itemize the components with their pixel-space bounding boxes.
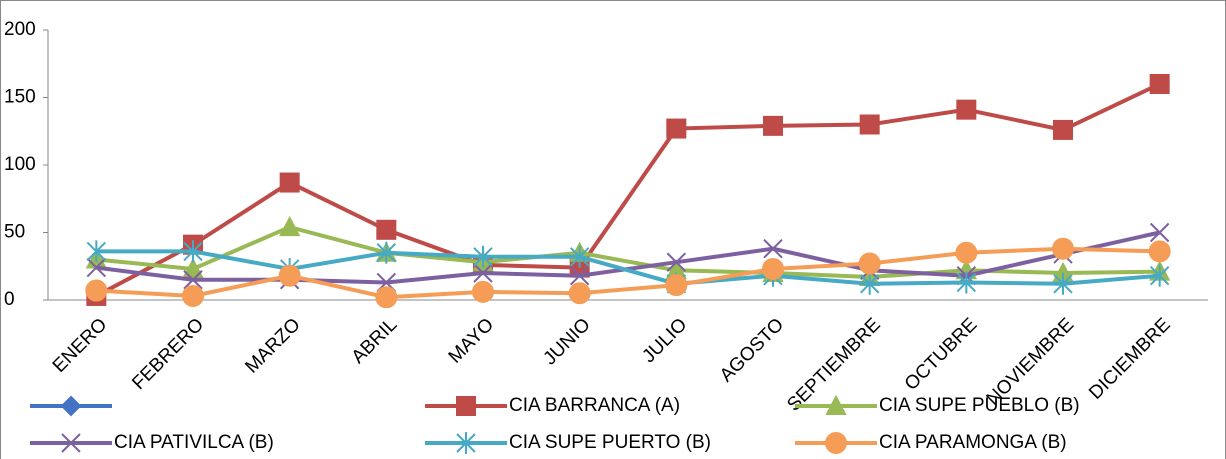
marker (279, 215, 301, 237)
legend-label: CIA BARRANCA (A) (509, 395, 680, 416)
marker (825, 394, 847, 415)
marker (763, 115, 783, 136)
y-tick-label: 0 (4, 289, 15, 310)
marker (569, 265, 590, 286)
marker (956, 99, 977, 120)
marker (666, 118, 687, 139)
series-line (95, 82, 1161, 298)
marker (955, 241, 978, 264)
legend-label: CIA SUPE PUERTO (B) (509, 432, 711, 453)
marker (183, 270, 203, 290)
x-tick-label: AGOSTO (716, 314, 788, 386)
x-tick-label: ABRIL (348, 314, 402, 368)
marker (456, 396, 476, 416)
marker (1148, 240, 1171, 263)
legend-item (30, 395, 112, 417)
marker (858, 252, 881, 275)
marker (86, 240, 107, 263)
x-tick-label: MARZO (241, 314, 304, 377)
marker (86, 257, 107, 278)
x-tick-label: ENERO (49, 314, 112, 377)
marker (183, 240, 203, 263)
marker (666, 252, 687, 272)
marker (375, 286, 398, 309)
y-tick-label: 200 (4, 19, 36, 40)
x-tick-label: JULIO (638, 314, 691, 367)
marker (473, 263, 493, 283)
x-tick-label: FEBRERO (128, 314, 208, 394)
marker (569, 245, 590, 268)
x-tick-label: DICIEMBRE (1085, 314, 1175, 404)
y-tick-label: 150 (4, 87, 36, 108)
marker (1052, 237, 1074, 260)
series-line (96, 246, 1160, 300)
marker (1149, 222, 1170, 243)
marker (1053, 119, 1073, 140)
legend-label: CIA SUPE PUEBLO (B) (879, 395, 1080, 416)
marker (376, 219, 397, 240)
legend-item: CIA SUPE PUERTO (B) (425, 432, 711, 454)
marker (376, 241, 397, 264)
marker (762, 257, 784, 280)
legend-label: CIA PATIVILCA (B) (114, 432, 274, 453)
legend-item: CIA PATIVILCA (B) (30, 432, 274, 453)
marker (182, 257, 204, 278)
marker (182, 284, 204, 307)
marker (568, 282, 591, 305)
y-tick-label: 50 (4, 222, 25, 243)
marker (665, 274, 688, 297)
legend-item: CIA SUPE PUEBLO (B) (795, 394, 1080, 416)
marker (956, 271, 977, 294)
marker (1149, 264, 1170, 287)
series-line (96, 249, 1160, 286)
marker (279, 172, 300, 193)
x-tick-label: JUNIO (540, 314, 595, 369)
marker (85, 279, 108, 302)
legend-label: CIA PARAMONGA (B) (879, 432, 1067, 453)
marker (825, 432, 847, 454)
marker (278, 264, 301, 287)
x-tick-label: MAYO (445, 314, 498, 367)
marker (472, 280, 494, 303)
marker (1053, 272, 1073, 295)
y-tick-label: 100 (4, 154, 36, 175)
marker (1149, 74, 1170, 94)
marker (859, 114, 880, 135)
marker (859, 272, 880, 295)
marker (456, 432, 476, 454)
marker (473, 245, 493, 268)
legend-item: CIA BARRANCA (A) (425, 395, 680, 416)
marker (60, 395, 82, 417)
marker (61, 433, 81, 453)
marker (763, 238, 783, 259)
x-tick-label: OCTUBRE (901, 314, 982, 395)
legend-item: CIA PARAMONGA (B) (795, 432, 1067, 454)
